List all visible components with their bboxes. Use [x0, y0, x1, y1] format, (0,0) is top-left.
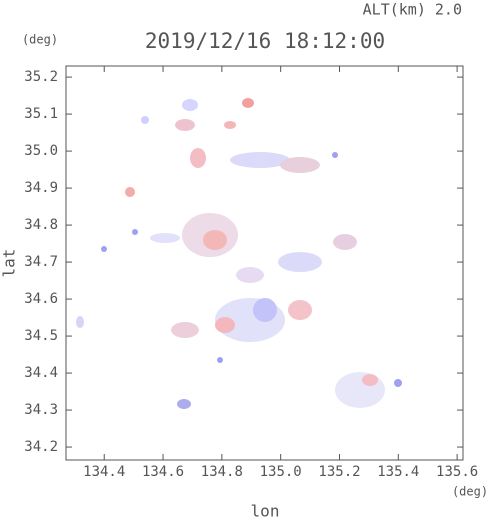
echo-blob: [332, 152, 338, 158]
echo-blob: [203, 230, 227, 250]
echo-blob: [288, 300, 312, 320]
echo-blob: [125, 187, 135, 197]
echo-blob: [141, 116, 149, 124]
echo-blob: [335, 372, 385, 408]
x-axis-label: lon: [251, 502, 280, 521]
echo-blob: [280, 157, 320, 173]
echo-blob: [182, 99, 198, 111]
echo-blob: [150, 233, 180, 243]
echo-blob: [177, 399, 191, 409]
x-tick-label: 135.4: [377, 464, 419, 480]
echo-blob: [132, 229, 138, 235]
y-tick-label: 35.0: [24, 143, 58, 159]
echo-blob: [215, 317, 235, 333]
plot-frame: [65, 65, 464, 461]
x-tick-label: 134.4: [83, 464, 125, 480]
y-tick-label: 34.9: [24, 180, 58, 196]
echo-blob: [217, 357, 223, 363]
y-tick-label: 34.8: [24, 217, 58, 233]
y-unit: (deg): [22, 33, 58, 47]
echo-blob: [224, 121, 236, 129]
echo-blob: [101, 246, 107, 252]
echo-blob: [242, 98, 254, 108]
x-tick-label: 135.0: [260, 464, 302, 480]
echo-blob: [171, 322, 199, 338]
echo-blob: [76, 316, 84, 328]
echo-blob: [362, 374, 378, 386]
y-tick-label: 34.7: [24, 254, 58, 270]
x-tick-label: 135.2: [318, 464, 360, 480]
x-tick-label: 134.8: [201, 464, 243, 480]
echo-blob: [230, 152, 290, 168]
echo-blob: [175, 119, 195, 131]
y-axis-label: lat: [0, 249, 19, 278]
altitude-label: ALT(km) 2.0: [363, 1, 462, 19]
y-tick-label: 34.5: [24, 328, 58, 344]
echo-blob: [236, 267, 264, 283]
y-tick-label: 35.2: [24, 69, 58, 85]
echo-blob: [253, 298, 277, 322]
x-unit: (deg): [452, 485, 488, 499]
y-tick-label: 34.6: [24, 291, 58, 307]
y-tick-label: 34.4: [24, 365, 58, 381]
x-tick-label: 134.6: [142, 464, 184, 480]
chart-title: 2019/12/16 18:12:00: [145, 29, 385, 53]
echo-blob: [394, 379, 402, 387]
y-tick-label: 35.1: [24, 106, 58, 122]
y-tick-label: 34.2: [24, 439, 58, 455]
echo-blob: [333, 234, 357, 250]
x-tick-label: 135.6: [436, 464, 478, 480]
echo-blob: [190, 148, 206, 168]
y-tick-label: 34.3: [24, 402, 58, 418]
echo-blob: [278, 252, 322, 272]
radar-echoes: [76, 98, 402, 409]
